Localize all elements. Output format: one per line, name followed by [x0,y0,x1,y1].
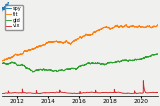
Line: gld: gld [2,54,158,72]
Legend: spy, tlt, gld, vix: spy, tlt, gld, vix [5,5,23,30]
Line: tlt: tlt [2,25,158,61]
Line: vix: vix [2,81,158,93]
Line: spy: spy [2,0,158,11]
